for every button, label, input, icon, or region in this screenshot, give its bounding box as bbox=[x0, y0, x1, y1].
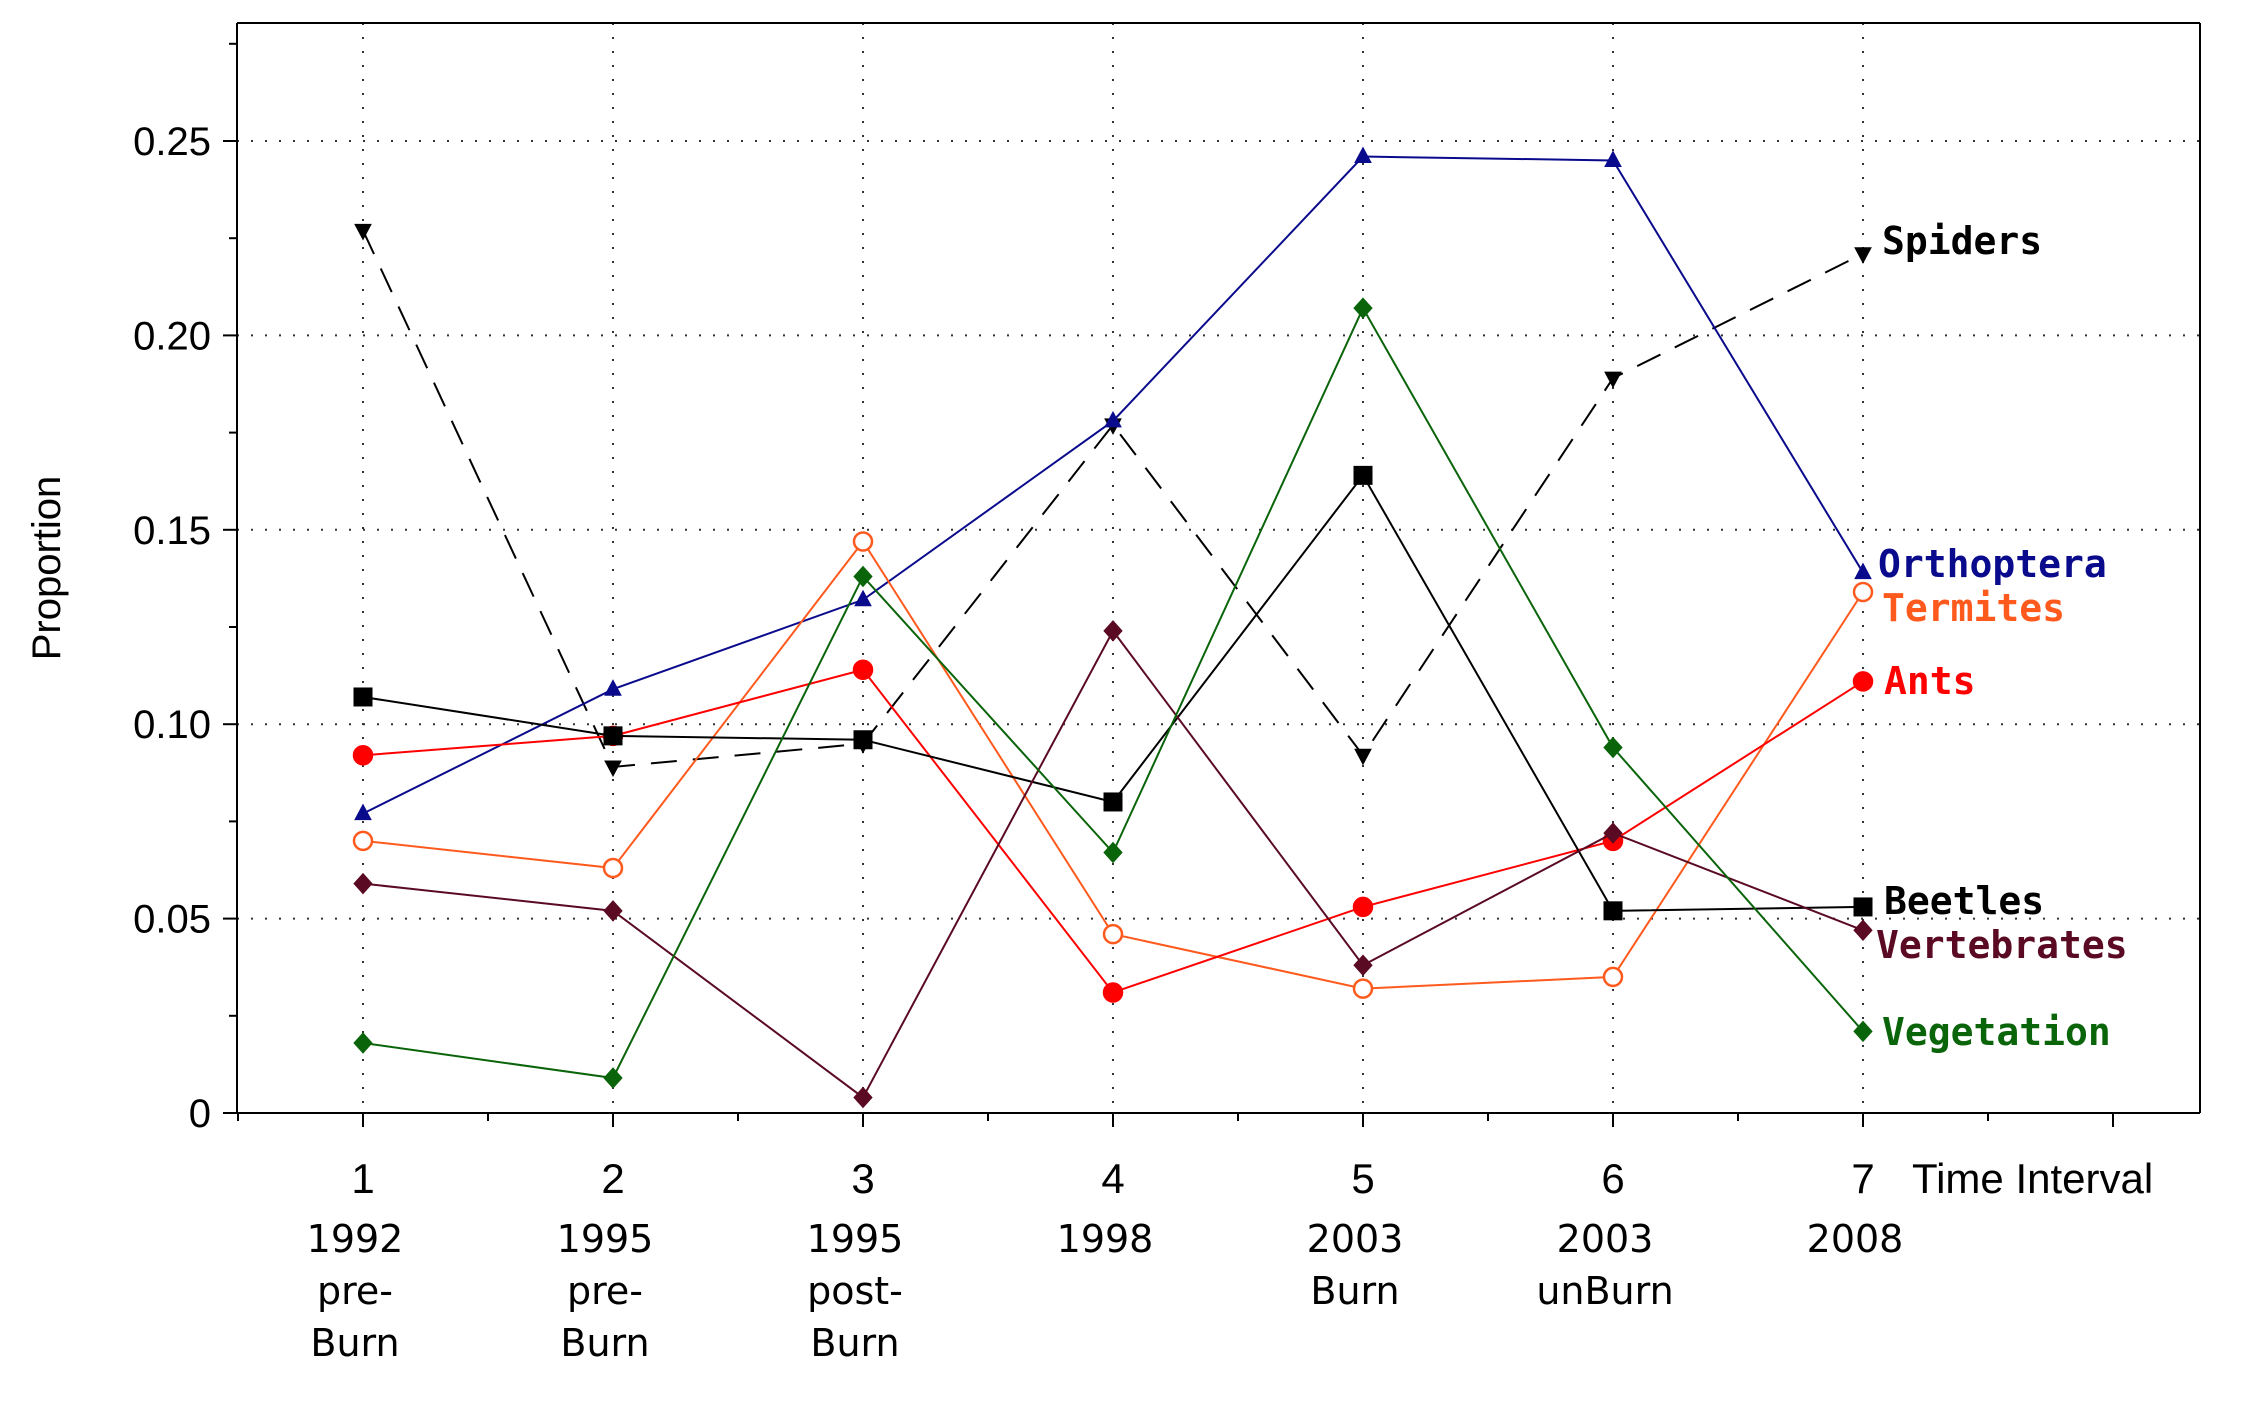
y-tick-label: 0.20 bbox=[133, 314, 211, 358]
series-termites bbox=[352, 531, 1874, 999]
category-label: 2003 bbox=[1557, 1217, 1654, 1261]
spiders-line bbox=[362, 230, 1864, 769]
vegetation-point bbox=[603, 1067, 623, 1089]
orthoptera-point bbox=[1854, 562, 1872, 580]
vegetation-point bbox=[1603, 736, 1623, 759]
series-beetles bbox=[353, 465, 1873, 921]
category-label: pre- bbox=[567, 1269, 643, 1313]
spiders-point bbox=[1354, 748, 1372, 766]
beetles-point bbox=[1103, 792, 1123, 812]
beetles-point bbox=[1853, 897, 1873, 917]
ants-point bbox=[1852, 671, 1874, 692]
spiders-label: Spiders bbox=[1882, 219, 2042, 263]
termites-point bbox=[852, 531, 874, 552]
x-tick-label: 2 bbox=[601, 1155, 624, 1202]
orthoptera-point bbox=[1104, 410, 1122, 428]
orthoptera-label: Orthoptera bbox=[1878, 542, 2107, 586]
grid-lines bbox=[237, 23, 2200, 1113]
vegetation-point bbox=[353, 1032, 373, 1054]
category-label: Burn bbox=[1310, 1269, 1399, 1313]
category-label: Burn bbox=[560, 1321, 649, 1365]
x-tick-label: 5 bbox=[1351, 1155, 1374, 1202]
beetles-point bbox=[603, 726, 623, 746]
vegetation-point bbox=[1103, 841, 1123, 864]
series-ants bbox=[352, 659, 1874, 1003]
termites-label: Termites bbox=[1882, 586, 2065, 630]
termites-point bbox=[1852, 581, 1874, 603]
category-label: post- bbox=[807, 1269, 903, 1313]
series-vertebrates bbox=[353, 620, 1873, 1109]
vertebrates-point bbox=[353, 872, 373, 895]
spiders-point bbox=[1854, 247, 1872, 264]
beetles-point bbox=[1603, 901, 1623, 921]
orthoptera-point bbox=[354, 803, 372, 821]
vertebrates-point bbox=[1103, 620, 1123, 642]
orthoptera-point bbox=[1354, 146, 1372, 164]
vegetation-label: Vegetation bbox=[1882, 1010, 2111, 1054]
x-tick-label: 6 bbox=[1601, 1155, 1624, 1202]
category-label: unBurn bbox=[1536, 1269, 1673, 1313]
orthoptera-point bbox=[604, 679, 622, 696]
category-label: Burn bbox=[810, 1321, 899, 1365]
ants-point bbox=[852, 659, 874, 681]
orthoptera-point bbox=[854, 589, 872, 607]
beetles-point bbox=[1353, 465, 1373, 485]
ants-point bbox=[1352, 896, 1374, 918]
axes: 0 0.05 0.10 0.15 0.20 0.25 1 2 3 4 5 6 7 1992 pre- Burn… bbox=[133, 22, 2201, 1365]
vegetation-point bbox=[1853, 1020, 1873, 1043]
ants-label: Ants bbox=[1884, 659, 1976, 703]
vertebrates-point bbox=[1353, 954, 1373, 977]
series-lines bbox=[352, 146, 1874, 1109]
orthoptera-point bbox=[1604, 150, 1622, 167]
category-label: 2003 bbox=[1307, 1217, 1404, 1261]
ants-point bbox=[352, 745, 374, 766]
termites-point bbox=[1102, 923, 1124, 945]
vertebrates-point bbox=[853, 1086, 873, 1109]
category-label: Burn bbox=[310, 1321, 399, 1365]
spiders-point bbox=[604, 760, 622, 778]
y-tick-label: 0.10 bbox=[133, 703, 211, 747]
category-label: pre- bbox=[317, 1269, 393, 1313]
vertebrates-label: Vertebrates bbox=[1876, 923, 2128, 967]
ants-point bbox=[1102, 982, 1124, 1003]
termites-point bbox=[352, 830, 374, 852]
x-tick-label: 1 bbox=[351, 1155, 374, 1202]
termites-point bbox=[1352, 978, 1374, 999]
category-label: 2008 bbox=[1807, 1217, 1904, 1261]
vegetation-point bbox=[853, 565, 873, 588]
vertebrates-point bbox=[1603, 822, 1623, 844]
category-label: 1992 bbox=[307, 1217, 404, 1261]
vegetation-point bbox=[1353, 297, 1373, 319]
spiders-point bbox=[1604, 371, 1622, 389]
x-axis-title: Time Interval bbox=[1912, 1155, 2153, 1202]
termites-point bbox=[1602, 966, 1624, 988]
spiders-point bbox=[354, 223, 372, 241]
beetles-point bbox=[353, 687, 373, 707]
series-vegetation bbox=[353, 297, 1873, 1089]
y-axis-title: Proportion bbox=[25, 476, 69, 661]
category-label: 1995 bbox=[557, 1217, 654, 1261]
x-tick-label: 7 bbox=[1851, 1155, 1874, 1202]
vertebrates-point bbox=[603, 900, 623, 922]
y-tick-label: 0 bbox=[189, 1092, 211, 1136]
vertebrates-point bbox=[1853, 919, 1873, 942]
termites-point bbox=[602, 857, 624, 879]
y-tick-label: 0.25 bbox=[133, 120, 211, 164]
series-orthoptera bbox=[354, 146, 1872, 821]
beetles-label: Beetles bbox=[1884, 879, 2044, 923]
beetles-point bbox=[853, 730, 873, 750]
category-label: 1998 bbox=[1057, 1217, 1154, 1261]
category-label: 1995 bbox=[807, 1217, 904, 1261]
x-tick-label: 3 bbox=[851, 1155, 874, 1202]
x-tick-label: 4 bbox=[1101, 1155, 1124, 1202]
y-tick-label: 0.05 bbox=[133, 898, 211, 942]
y-tick-label: 0.15 bbox=[133, 509, 211, 553]
